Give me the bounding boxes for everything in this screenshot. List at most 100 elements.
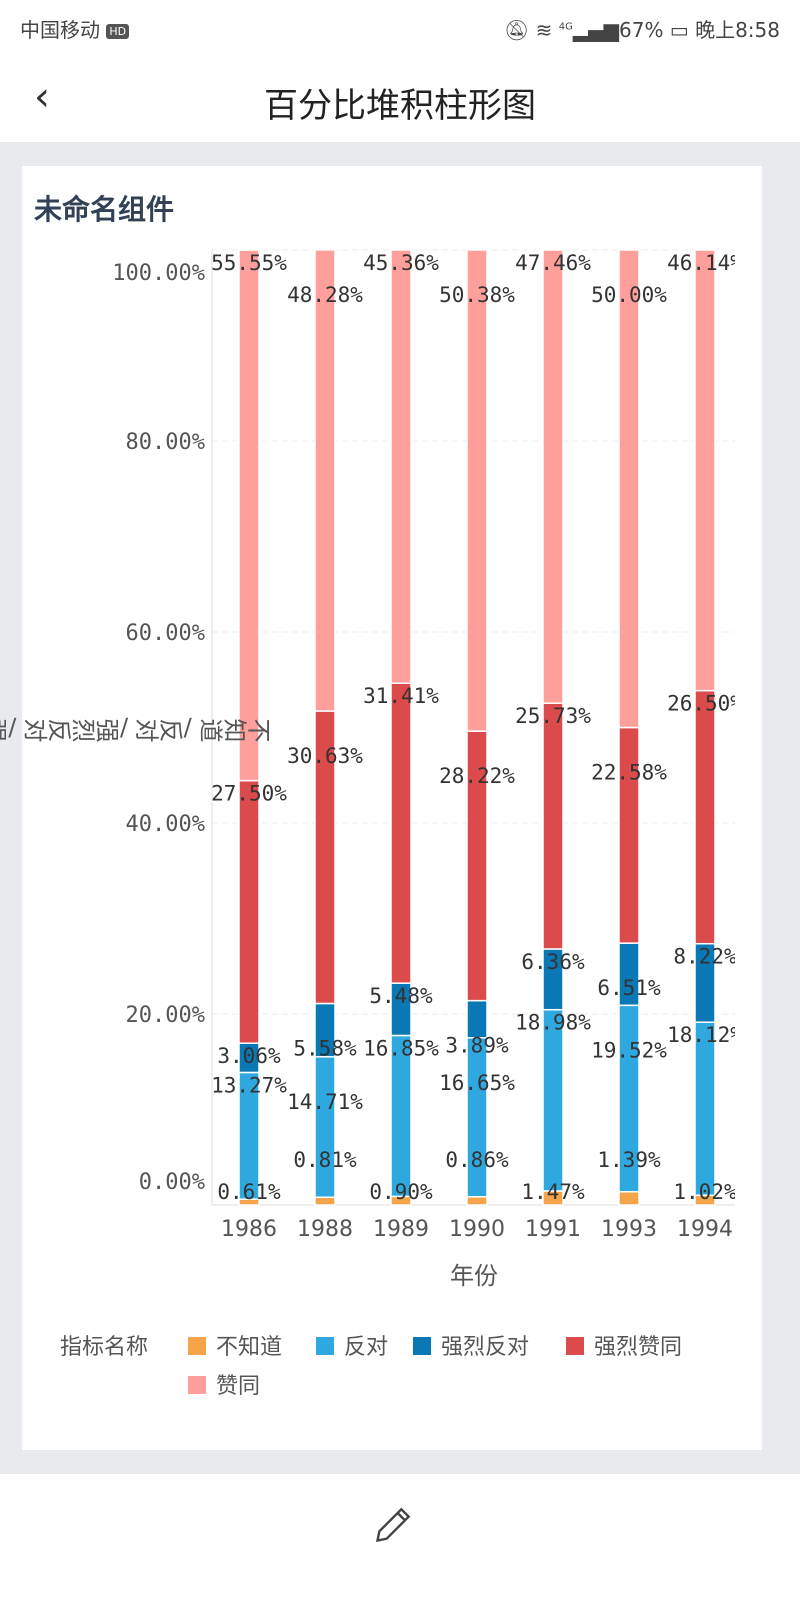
x-tick-label: 1993 — [601, 1217, 657, 1242]
bar-segment — [542, 1008, 564, 1192]
data-label: 18.12% — [667, 1023, 743, 1047]
bar-segment — [694, 1021, 716, 1197]
chevron-left-icon: ‹ — [34, 74, 50, 120]
card-title: 未命名组件 — [34, 193, 175, 226]
data-label: 50.00% — [591, 283, 667, 307]
plot-area: 0.61% 13.27% 3.06% 27.50% 55.55% 1986 0.81% 14.… — [211, 249, 743, 1242]
carrier: 中国移动 — [20, 18, 100, 42]
data-label: 0.90% — [369, 1180, 433, 1204]
bar-segment — [390, 682, 412, 984]
data-label: 16.65% — [439, 1071, 515, 1095]
data-label: 28.22% — [439, 764, 515, 788]
bar-segment — [466, 249, 488, 732]
y-tick-label: 60.00% — [126, 621, 205, 646]
signal-icon: ▂▄▆ — [572, 18, 619, 42]
data-label: 5.58% — [293, 1036, 357, 1060]
data-label: 25.73% — [515, 704, 591, 728]
pencil-icon — [375, 1507, 411, 1543]
y-tick-label: 40.00% — [126, 812, 205, 837]
bar-segment — [390, 249, 412, 684]
mute-icon: 🔕︎ — [503, 18, 530, 42]
bar-segment — [542, 249, 564, 704]
footer-bar — [0, 1474, 800, 1600]
data-label: 48.28% — [287, 283, 363, 307]
page-title: 百分比堆积柱形图 — [264, 86, 536, 126]
data-label: 50.38% — [439, 283, 515, 307]
legend-label: 强烈赞同 — [594, 1335, 682, 1360]
y-axis-title: 不知道 /反对 /强烈反对 /强烈赞同 /赞同 — [0, 714, 271, 742]
data-label: 55.55% — [211, 251, 287, 275]
data-label: 19.52% — [591, 1038, 667, 1062]
y-tick-label: 0.00% — [139, 1170, 205, 1195]
bar-segment — [238, 249, 260, 782]
y-tick-label: 100.00% — [112, 261, 205, 286]
bar-segment — [618, 1190, 640, 1206]
data-label: 45.36% — [363, 251, 439, 275]
x-tick-label: 1994 — [677, 1217, 733, 1242]
wifi-icon: ≋ — [535, 18, 553, 42]
status-bar: 中国移动 HD 🔕︎ ≋ 4G▂▄▆67% ▭ 晚上8:58 — [0, 0, 800, 56]
bar-segment — [238, 779, 260, 1044]
edit-button[interactable] — [372, 1502, 416, 1550]
data-label: 0.61% — [217, 1180, 281, 1204]
clock: 晚上8:58 — [695, 18, 780, 42]
legend-swatch — [188, 1337, 206, 1355]
legend-label: 赞同 — [216, 1374, 260, 1399]
x-tick-label: 1986 — [221, 1217, 277, 1242]
legend-swatch — [316, 1337, 334, 1355]
data-label: 26.50% — [667, 692, 743, 716]
bar-segment — [314, 249, 336, 712]
data-label: 8.22% — [673, 945, 737, 969]
bar-segment — [466, 1196, 488, 1206]
x-tick-label: 1989 — [373, 1217, 429, 1242]
battery-icon: ▭ — [669, 18, 689, 42]
data-label: 1.39% — [597, 1148, 661, 1172]
legend-label: 强烈反对 — [441, 1335, 529, 1360]
battery-percent: 67% — [619, 18, 664, 42]
legend-label: 反对 — [344, 1335, 388, 1360]
bar-segment — [466, 999, 488, 1039]
data-label: 46.14% — [667, 251, 743, 275]
bar-segment — [694, 689, 716, 945]
legend-swatch — [413, 1337, 431, 1355]
data-label: 13.27% — [211, 1073, 287, 1097]
legend-swatch — [566, 1337, 584, 1355]
data-label: 0.86% — [445, 1148, 509, 1172]
data-label: 47.46% — [515, 251, 591, 275]
bar-segment — [618, 249, 640, 729]
network-type: 4G — [558, 21, 573, 33]
x-tick-label: 1990 — [449, 1217, 505, 1242]
data-label: 1.02% — [673, 1180, 737, 1204]
data-label: 3.06% — [217, 1044, 281, 1068]
data-label: 6.36% — [521, 950, 585, 974]
app-header: ‹ 百分比堆积柱形图 — [0, 56, 800, 142]
bar-segment — [314, 1196, 336, 1206]
data-label: 3.89% — [445, 1034, 509, 1058]
legend-swatch — [188, 1376, 206, 1394]
x-tick-label: 1988 — [297, 1217, 353, 1242]
bar-segment — [466, 1037, 488, 1198]
data-label: 0.81% — [293, 1148, 357, 1172]
legend-label: 不知道 — [216, 1335, 282, 1360]
hd-badge: HD — [106, 24, 130, 39]
data-label: 27.50% — [211, 782, 287, 806]
data-label: 22.58% — [591, 761, 667, 785]
data-label: 18.98% — [515, 1011, 591, 1035]
bar-segment — [694, 249, 716, 692]
data-label: 31.41% — [363, 684, 439, 708]
x-axis-title: 年份 — [450, 1262, 498, 1290]
data-label: 30.63% — [287, 744, 363, 768]
back-button[interactable]: ‹ — [34, 74, 50, 120]
stacked-percent-bar-chart: 0.00%20.00%40.00%60.00%80.00%100.00%0.61… — [0, 249, 743, 1399]
data-label: 5.48% — [369, 984, 433, 1008]
bar-segment — [542, 702, 564, 950]
x-tick-label: 1991 — [525, 1217, 581, 1242]
data-label: 6.51% — [597, 976, 661, 1000]
data-label: 14.71% — [287, 1090, 363, 1114]
bar-segment — [314, 1056, 336, 1199]
data-label: 16.85% — [363, 1036, 439, 1060]
data-label: 1.47% — [521, 1180, 585, 1204]
legend-title: 指标名称 — [60, 1335, 148, 1360]
y-tick-label: 20.00% — [126, 1003, 205, 1028]
y-tick-label: 80.00% — [126, 430, 205, 455]
